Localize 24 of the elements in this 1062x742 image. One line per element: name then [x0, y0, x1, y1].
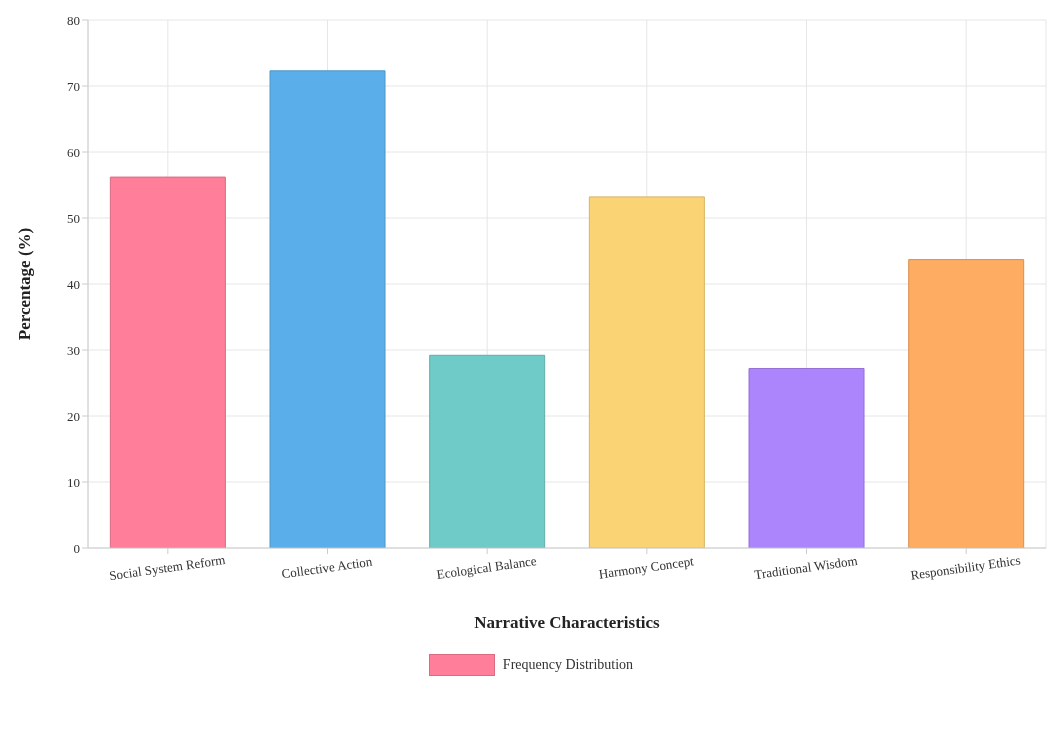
- y-tick-label: 50: [67, 210, 80, 226]
- bar: [269, 70, 386, 548]
- bar: [588, 196, 705, 548]
- y-axis-title: Percentage (%): [15, 227, 35, 341]
- y-tick-label: 10: [67, 474, 80, 490]
- y-tick-label: 40: [67, 276, 80, 292]
- x-tick-label: Traditional Wisdom: [753, 552, 859, 583]
- x-tick-label: Social System Reform: [108, 551, 227, 584]
- legend-label: Frequency Distribution: [502, 657, 634, 673]
- x-tick-label: Ecological Balance: [435, 553, 538, 582]
- y-tick-label: 70: [67, 78, 80, 94]
- x-axis-title: Narrative Characteristics: [474, 613, 661, 632]
- y-tick-label: 0: [73, 540, 80, 556]
- y-tick-label: 80: [67, 12, 80, 28]
- bar: [908, 259, 1025, 548]
- bar: [109, 176, 226, 548]
- y-tick-label: 60: [67, 144, 80, 160]
- x-tick-label: Harmony Concept: [597, 553, 696, 582]
- bar: [429, 354, 546, 548]
- bar: [748, 367, 865, 548]
- y-tick-label: 30: [67, 342, 80, 358]
- x-tick-label: Responsibility Ethics: [909, 552, 1022, 583]
- x-tick-label: Collective Action: [280, 553, 374, 582]
- y-tick-label: 20: [67, 408, 80, 424]
